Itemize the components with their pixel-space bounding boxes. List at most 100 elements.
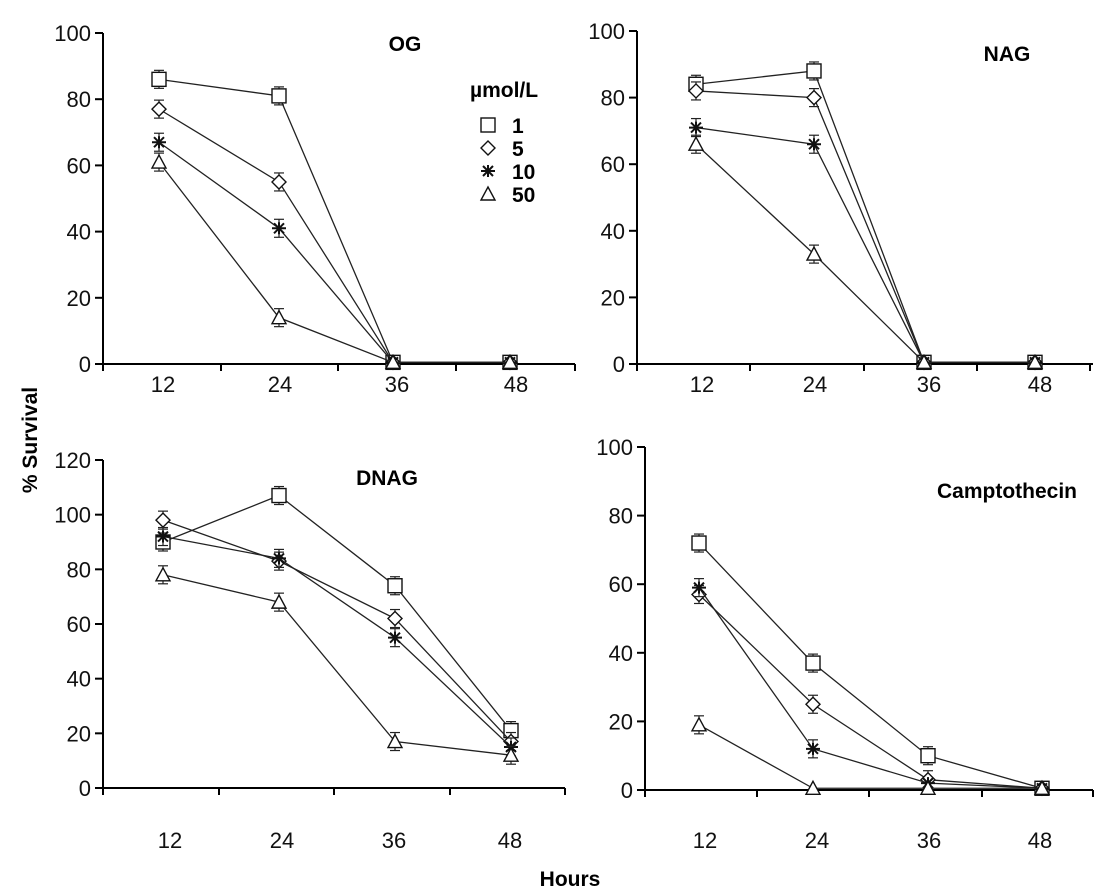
data-point-diamond: [806, 89, 822, 106]
y-tick-label: 40: [609, 641, 633, 666]
y-tick-label: 60: [67, 612, 91, 637]
legend-label: 1: [512, 115, 524, 138]
y-tick-label: 0: [79, 776, 91, 801]
data-point-star: [689, 121, 703, 134]
data-point-triangle: [270, 309, 288, 325]
y-tick-label: 0: [621, 778, 633, 803]
series-line-5: [158, 108, 510, 363]
data-point-diamond: [271, 173, 287, 190]
data-point-triangle: [150, 153, 168, 169]
panel-nag: 0 20 40 60 80 100 12 24 36 48 NAG: [588, 19, 1093, 397]
x-tick-label: 24: [803, 372, 827, 397]
data-point-triangle: [1026, 353, 1044, 370]
data-point-triangle: [805, 245, 823, 261]
series-line-5: [698, 594, 1043, 789]
y-tick-label: 20: [67, 286, 91, 311]
series-5: [151, 99, 518, 371]
data-point-square: [271, 487, 287, 504]
y-tick-label: 60: [67, 153, 91, 178]
y-axis-label: % Survival: [19, 387, 42, 493]
series-10: [692, 578, 1049, 795]
series-50: [154, 565, 520, 765]
x-tick-label: 24: [270, 828, 294, 853]
y-tick-label: 80: [67, 87, 91, 112]
series-1: [691, 533, 1050, 796]
legend-marker-triangle: [479, 185, 497, 201]
legend-label: 50: [512, 184, 535, 207]
data-point-diamond: [151, 101, 167, 118]
y-tick-label: 80: [609, 504, 633, 529]
series-line-10: [162, 535, 512, 748]
series-line-10: [158, 141, 510, 363]
y-tick-label: 80: [601, 86, 625, 111]
y-tick-label: 40: [601, 219, 625, 244]
data-point-triangle: [384, 353, 402, 370]
x-tick-label: 24: [805, 828, 829, 853]
x-tick-label: 48: [504, 372, 528, 397]
y-tick-label: 60: [609, 572, 633, 597]
series-line-5: [162, 519, 512, 742]
series-50: [687, 134, 1044, 370]
x-tick-label: 12: [158, 828, 182, 853]
data-point-star: [807, 138, 821, 151]
data-point-square: [271, 88, 287, 104]
data-point-diamond: [155, 512, 171, 529]
series-5: [688, 81, 1043, 371]
series-line-50: [158, 161, 510, 363]
data-point-triangle: [919, 779, 937, 795]
data-point-star: [272, 222, 286, 235]
y-tick-label: 60: [601, 152, 625, 177]
y-tick-label: 100: [54, 21, 91, 46]
series-1: [688, 61, 1043, 371]
x-tick-label: 48: [498, 828, 522, 853]
y-tick-label: 100: [588, 19, 625, 44]
panel-camptothecin: 0 20 40 60 80 100 12 24 36 48 Camptothecin: [596, 435, 1094, 853]
legend-marker-diamond: [480, 140, 496, 156]
y-tick-label: 100: [54, 503, 91, 528]
series-line-50: [698, 724, 1042, 789]
data-point-triangle: [687, 135, 705, 151]
y-tick-label: 0: [613, 352, 625, 377]
data-point-triangle: [502, 746, 520, 762]
legend-title: µmol/L: [470, 79, 538, 102]
data-point-triangle: [270, 593, 288, 609]
series-10: [152, 132, 517, 369]
x-tick-label: 12: [151, 372, 175, 397]
data-point-triangle: [386, 733, 404, 749]
y-tick-label: 20: [609, 709, 633, 734]
series-line-10: [695, 126, 1035, 363]
data-point-triangle: [804, 779, 822, 795]
series-50: [690, 715, 1051, 795]
panel-title: NAG: [984, 43, 1031, 66]
y-tick-label: 40: [67, 667, 91, 692]
panel-title: OG: [389, 33, 422, 56]
series-10: [156, 526, 518, 757]
data-point-square: [151, 71, 167, 88]
data-point-star: [388, 631, 402, 644]
series-1: [151, 69, 518, 371]
legend-marker-square: [480, 117, 496, 133]
legend-label: 5: [512, 138, 524, 161]
data-point-star: [692, 581, 706, 594]
data-point-diamond: [688, 82, 704, 99]
data-point-diamond: [387, 610, 403, 627]
x-tick-label: 48: [1028, 372, 1052, 397]
series-line-5: [695, 90, 1035, 363]
data-point-star: [806, 742, 820, 755]
series-5: [155, 510, 519, 752]
x-tick-label: 12: [690, 372, 714, 397]
series-line-1: [698, 542, 1043, 789]
y-tick-label: 80: [67, 557, 91, 582]
series-line-50: [162, 574, 512, 756]
x-tick-label: 36: [917, 828, 941, 853]
data-point-triangle: [501, 353, 519, 370]
series-line-1: [158, 78, 510, 363]
x-tick-label: 12: [693, 828, 717, 853]
data-point-triangle: [154, 566, 172, 582]
panel-og: 0 20 40 60 80 100 12 24 36 48 OG: [54, 21, 576, 397]
data-point-square: [920, 748, 936, 764]
series-50: [150, 152, 519, 370]
series-line-1: [695, 70, 1035, 363]
